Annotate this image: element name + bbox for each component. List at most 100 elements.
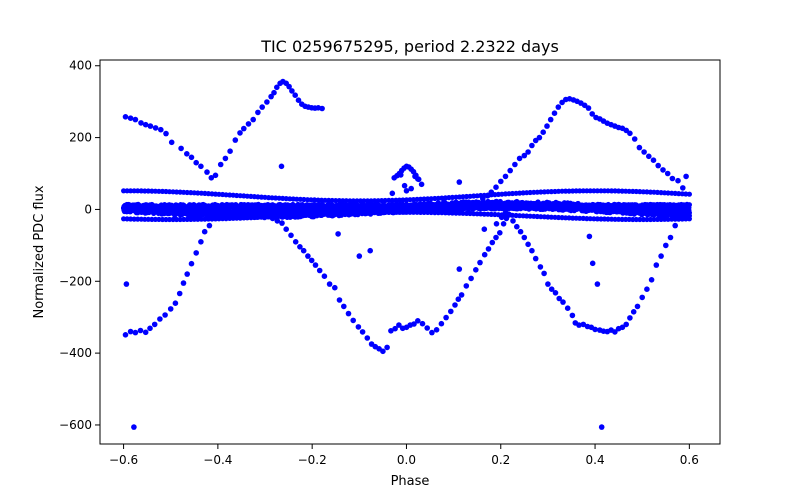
data-point xyxy=(312,262,319,268)
data-point xyxy=(364,335,371,341)
data-point xyxy=(660,167,666,173)
data-point xyxy=(521,152,528,159)
data-point xyxy=(237,130,243,136)
data-point xyxy=(576,322,582,328)
data-point xyxy=(644,286,650,293)
data-point xyxy=(206,222,213,229)
data-point xyxy=(552,290,559,296)
y-axis: 400 200 0 −200 −400 −600 xyxy=(59,59,100,432)
data-point xyxy=(541,270,547,277)
data-point xyxy=(359,329,366,335)
data-point xyxy=(433,327,440,333)
data-point xyxy=(289,88,295,94)
data-point xyxy=(653,262,660,268)
data-point xyxy=(589,260,596,267)
data-point xyxy=(350,317,357,324)
data-point xyxy=(398,172,404,178)
data-point xyxy=(232,137,239,143)
band-edge-point xyxy=(686,191,693,197)
data-point xyxy=(555,104,562,110)
data-point xyxy=(540,129,546,135)
data-point xyxy=(122,332,129,338)
data-point xyxy=(127,328,134,335)
chart-title: TIC 0259675295, period 2.2322 days xyxy=(260,37,559,56)
y-tick-label: 400 xyxy=(69,59,92,73)
data-point xyxy=(326,281,333,287)
data-point xyxy=(627,315,633,321)
band-edge-point xyxy=(205,216,211,222)
band-point xyxy=(686,210,693,216)
data-point xyxy=(212,172,219,179)
data-point xyxy=(222,155,229,162)
x-tick-label: −0.2 xyxy=(298,453,327,467)
data-point xyxy=(598,424,605,430)
data-point xyxy=(245,121,252,127)
data-point xyxy=(517,228,524,235)
data-point xyxy=(274,84,280,91)
data-point xyxy=(683,173,689,180)
band-edge-point xyxy=(166,216,173,223)
data-point xyxy=(650,157,657,163)
x-axis-label: Phase xyxy=(391,474,430,489)
data-point xyxy=(158,126,164,133)
data-point xyxy=(132,329,139,336)
data-point xyxy=(201,228,208,235)
data-point xyxy=(168,139,175,146)
data-point xyxy=(680,185,686,191)
data-point xyxy=(636,144,643,151)
data-point xyxy=(122,114,129,120)
data-point xyxy=(341,303,347,310)
data-point xyxy=(569,312,576,319)
data-point xyxy=(419,320,426,327)
band-edge-point xyxy=(361,198,367,204)
data-point xyxy=(300,247,307,254)
band-edge-point xyxy=(372,210,378,216)
data-point xyxy=(525,241,531,248)
data-point xyxy=(152,125,159,131)
data-point xyxy=(147,325,153,332)
data-point xyxy=(184,271,190,277)
data-point xyxy=(630,309,637,315)
data-point xyxy=(639,294,645,301)
data-point xyxy=(485,246,492,252)
data-point xyxy=(295,97,302,103)
data-point xyxy=(664,170,671,177)
data-point xyxy=(188,260,195,267)
data-point xyxy=(536,134,543,141)
data-point xyxy=(463,283,470,289)
data-point xyxy=(514,223,520,230)
data-point xyxy=(319,105,325,112)
data-point xyxy=(142,329,149,336)
x-tick-label: −0.4 xyxy=(203,453,232,467)
data-point xyxy=(634,303,641,310)
x-tick-label: 0.4 xyxy=(586,453,605,467)
data-point xyxy=(612,329,618,335)
band-edge-point xyxy=(410,209,417,215)
x-axis: −0.6 −0.4 −0.2 0.0 0.2 0.4 0.6 xyxy=(109,444,699,467)
data-point xyxy=(646,153,652,160)
data-point xyxy=(560,299,566,305)
data-point xyxy=(193,159,199,166)
data-point xyxy=(564,305,571,312)
data-point xyxy=(415,176,421,182)
y-tick-label: −600 xyxy=(59,418,92,432)
band-point xyxy=(686,202,693,208)
data-point xyxy=(188,154,195,161)
data-point xyxy=(184,151,190,157)
band-edge-point xyxy=(637,216,643,223)
data-point xyxy=(556,295,562,302)
band-edge-point xyxy=(174,216,180,223)
data-point xyxy=(198,163,204,170)
data-point xyxy=(529,142,535,149)
data-point xyxy=(516,155,523,162)
band-edge-point xyxy=(587,188,593,194)
data-point xyxy=(142,121,149,128)
data-point xyxy=(493,184,499,190)
data-point xyxy=(589,111,595,117)
data-point xyxy=(458,292,465,298)
data-point xyxy=(384,344,390,351)
data-point xyxy=(332,284,338,291)
data-point xyxy=(123,281,130,287)
data-point xyxy=(418,181,425,188)
data-point xyxy=(396,322,402,328)
